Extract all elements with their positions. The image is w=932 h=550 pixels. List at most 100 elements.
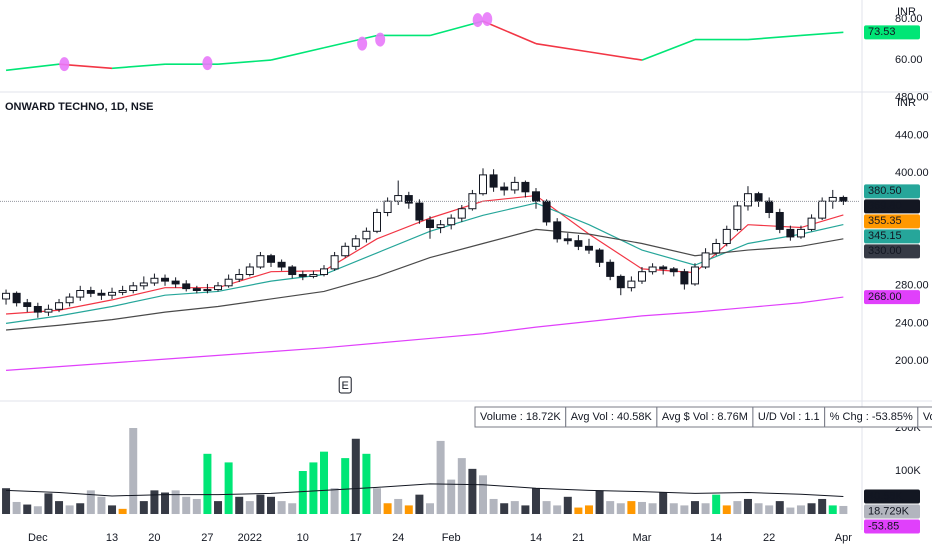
candle-body: [659, 266, 668, 270]
candle-body: [606, 261, 615, 277]
volume-bar: [192, 498, 201, 515]
volume-bar: [65, 505, 74, 515]
candle-body: [108, 291, 117, 296]
volume-bar: [468, 468, 477, 515]
indicator-segment: [111, 63, 166, 70]
x-tick-label: 21: [572, 532, 584, 544]
candle-body: [351, 238, 360, 247]
candle-body: [171, 280, 180, 285]
volume-bar: [574, 507, 583, 515]
volume-bar: [457, 458, 466, 515]
signal-marker: [375, 32, 386, 47]
price-badge-label: 380.50: [868, 185, 902, 197]
volume-average: [6, 483, 844, 498]
price-badge: [864, 519, 920, 534]
signal-marker: [472, 13, 483, 28]
volume-bar: [182, 496, 191, 515]
volume-bar: [150, 490, 159, 515]
y-tick-label: 400.00: [895, 167, 929, 179]
volume-bar: [129, 428, 138, 515]
volume-bar: [267, 496, 276, 515]
volume-bar: [118, 508, 127, 515]
candle-body: [235, 274, 244, 280]
volume-bar: [489, 498, 498, 515]
volume-bar: [659, 492, 668, 515]
volume-bar: [500, 503, 509, 515]
candle-body: [55, 302, 64, 310]
volume-bar: [743, 498, 752, 515]
x-tick-label: Apr: [835, 532, 852, 544]
volume-bar: [341, 458, 350, 515]
currency-label: INR: [897, 6, 916, 18]
volume-bar: [584, 505, 593, 515]
volume-bar: [701, 503, 710, 515]
volume-bar: [309, 462, 318, 515]
candle-body: [574, 240, 583, 247]
volume-bar: [426, 503, 434, 515]
volume-bar: [765, 505, 774, 515]
x-tick-label: 14: [710, 532, 722, 544]
info-field: % Chg : -53.85%: [830, 411, 913, 423]
volume-bar: [76, 503, 85, 515]
volume-bar: [616, 503, 625, 515]
earnings-marker: [338, 376, 352, 394]
candle-body: [436, 224, 445, 229]
candle-body: [733, 205, 742, 230]
volume-bar: [161, 492, 170, 515]
candle-body: [139, 282, 148, 287]
candle-body: [765, 200, 774, 213]
volume-bar: [722, 505, 731, 515]
volume-bar: [277, 501, 286, 515]
volume-bar: [415, 494, 424, 515]
x-tick-label: Mar: [633, 532, 652, 544]
volume-bar: [373, 488, 382, 515]
candle-body: [404, 195, 413, 204]
candle-body: [722, 228, 731, 245]
volume-bar: [521, 505, 530, 515]
candle-body: [97, 292, 106, 296]
price-badge-label: 345.15: [868, 230, 902, 242]
candle-body: [680, 271, 689, 285]
candle-body: [627, 280, 636, 289]
candle-body: [214, 285, 223, 291]
volume-bar: [394, 498, 403, 515]
candle-body: [118, 290, 127, 293]
candle-body: [478, 174, 487, 195]
volume-bar: [86, 490, 95, 515]
signal-marker: [59, 57, 70, 72]
volume-bar: [224, 462, 233, 515]
volume-bar: [828, 505, 837, 515]
candle-body: [754, 193, 763, 202]
candle-body: [796, 228, 805, 238]
info-cell: [917, 406, 932, 428]
volume-bar: [510, 501, 519, 515]
indicator-segment: [800, 31, 844, 37]
y-tick-label: 240.00: [895, 317, 929, 329]
candle-body: [690, 266, 699, 285]
volume-bar: [733, 501, 742, 515]
volume-bar: [818, 498, 827, 515]
volume-bar: [362, 453, 371, 515]
candle-body: [23, 302, 32, 307]
indicator-segment: [588, 51, 643, 61]
price-badge: [864, 290, 920, 305]
volume-bar: [235, 496, 244, 515]
candle-body: [531, 191, 540, 202]
currency-label: INR: [897, 97, 916, 109]
volume-bar: [330, 488, 339, 515]
price-badge-label: 268.00: [868, 291, 902, 303]
candle-body: [648, 266, 657, 273]
candle-body: [542, 200, 551, 223]
candle-body: [489, 174, 498, 188]
price-badge: [864, 184, 920, 199]
candle-body: [584, 245, 593, 251]
volume-bar: [478, 475, 487, 515]
candle-body: [288, 266, 297, 276]
x-tick-label: 24: [392, 532, 404, 544]
price-badge-label: 355.35: [868, 215, 902, 227]
candle-body: [2, 292, 11, 300]
candle-body: [182, 283, 191, 290]
volume-bar: [690, 501, 699, 515]
